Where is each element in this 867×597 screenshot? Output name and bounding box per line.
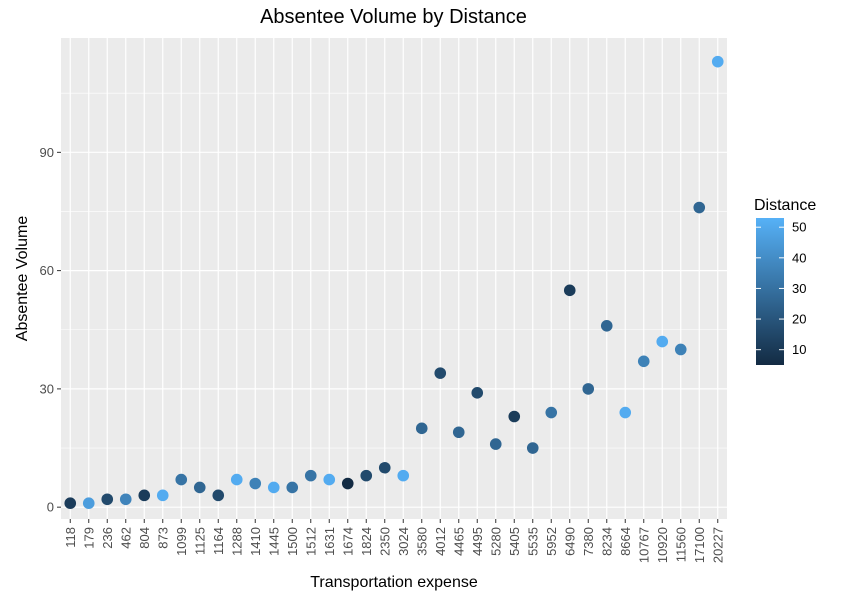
x-axis-title: Transportation expense — [310, 574, 478, 591]
x-tick-label: 7380 — [581, 527, 596, 556]
x-tick-label: 8234 — [599, 527, 614, 556]
data-point — [360, 469, 373, 482]
data-point — [82, 497, 95, 510]
data-point — [341, 477, 354, 490]
data-point — [175, 473, 188, 486]
data-point — [323, 473, 336, 486]
x-tick-label: 5405 — [507, 527, 522, 556]
x-tick-label: 804 — [137, 527, 152, 549]
data-point — [156, 489, 169, 502]
x-tick-label: 6490 — [562, 527, 577, 556]
legend-tick-label: 40 — [792, 250, 806, 265]
data-point — [656, 335, 669, 348]
data-point — [452, 426, 465, 439]
x-tick-label: 3580 — [414, 527, 429, 556]
y-axis-title: Absentee Volume — [14, 216, 31, 342]
x-tick-label: 236 — [100, 527, 115, 549]
x-tick-label: 4012 — [433, 527, 448, 556]
grid-lines — [61, 38, 727, 519]
data-point — [508, 410, 521, 423]
data-point — [138, 489, 151, 502]
data-point — [545, 406, 558, 419]
data-point — [600, 320, 613, 332]
data-point — [471, 387, 484, 399]
data-point — [378, 461, 391, 474]
x-tick-label: 1288 — [229, 527, 244, 556]
legend-tick-label: 50 — [792, 220, 806, 235]
x-tick-label: 462 — [118, 527, 133, 549]
x-tick-label: 20227 — [710, 527, 725, 563]
data-point — [286, 481, 299, 494]
data-point — [526, 442, 539, 454]
x-tick-label: 10920 — [655, 527, 670, 563]
x-tick-label: 1500 — [285, 527, 300, 556]
y-tick-label: 0 — [47, 500, 54, 515]
x-tick-label: 1164 — [211, 527, 226, 555]
legend-tick-label: 30 — [792, 281, 806, 296]
y-axis: 0 30 60 90 — [40, 145, 61, 515]
x-tick-label: 1410 — [248, 527, 263, 556]
legend-title: Distance — [754, 197, 816, 214]
data-point — [415, 422, 428, 435]
x-tick-label: 8664 — [618, 527, 633, 556]
data-point — [711, 55, 724, 68]
legend-colorbar — [756, 218, 784, 365]
x-axis: 118 179 236 462 804 873 1099 1125 1164 1288 1410 14… — [63, 519, 725, 563]
data-point — [212, 489, 225, 502]
x-tick-label: 5952 — [544, 527, 559, 556]
data-point — [693, 201, 706, 214]
data-point — [582, 383, 595, 395]
x-tick-label: 4465 — [451, 527, 466, 556]
data-point — [489, 438, 502, 450]
data-point — [397, 469, 410, 482]
data-point — [101, 493, 114, 506]
data-point — [119, 493, 132, 506]
data-point — [249, 477, 262, 490]
data-point — [563, 284, 576, 297]
y-tick-label: 60 — [40, 263, 54, 278]
y-tick-label: 30 — [40, 381, 54, 396]
data-points — [64, 55, 724, 510]
x-tick-label: 3024 — [396, 527, 411, 556]
y-tick-label: 90 — [40, 145, 54, 160]
x-tick-label: 1445 — [266, 527, 281, 556]
data-point — [637, 355, 650, 368]
data-point — [193, 481, 206, 494]
data-point — [230, 473, 243, 486]
x-tick-label: 1824 — [359, 527, 374, 556]
x-tick-label: 1099 — [174, 527, 189, 556]
data-point — [267, 481, 280, 494]
x-tick-label: 118 — [63, 527, 78, 548]
x-tick-label: 1512 — [303, 527, 318, 556]
x-tick-label: 1631 — [322, 527, 337, 556]
x-tick-label: 873 — [155, 527, 170, 549]
legend-tick-label: 20 — [792, 312, 806, 327]
x-tick-label: 1674 — [340, 527, 355, 556]
data-point — [619, 406, 632, 419]
x-tick-label: 4495 — [470, 527, 485, 556]
x-tick-label: 17100 — [692, 527, 707, 563]
plot-panel — [61, 38, 727, 519]
x-tick-label: 179 — [81, 527, 96, 549]
x-tick-label: 5535 — [525, 527, 540, 556]
color-legend: Distance 10 20 30 40 50 — [754, 197, 816, 365]
x-tick-label: 11560 — [673, 527, 688, 562]
x-tick-label: 10767 — [636, 527, 651, 563]
data-point — [64, 497, 77, 510]
chart-title: Absentee Volume by Distance — [260, 6, 527, 28]
data-point — [434, 367, 447, 379]
data-point — [674, 343, 687, 356]
x-tick-label: 2350 — [377, 527, 392, 556]
x-tick-label: 1125 — [192, 527, 207, 555]
x-tick-label: 5280 — [488, 527, 503, 556]
legend-tick-label: 10 — [792, 342, 806, 357]
data-point — [304, 469, 317, 482]
